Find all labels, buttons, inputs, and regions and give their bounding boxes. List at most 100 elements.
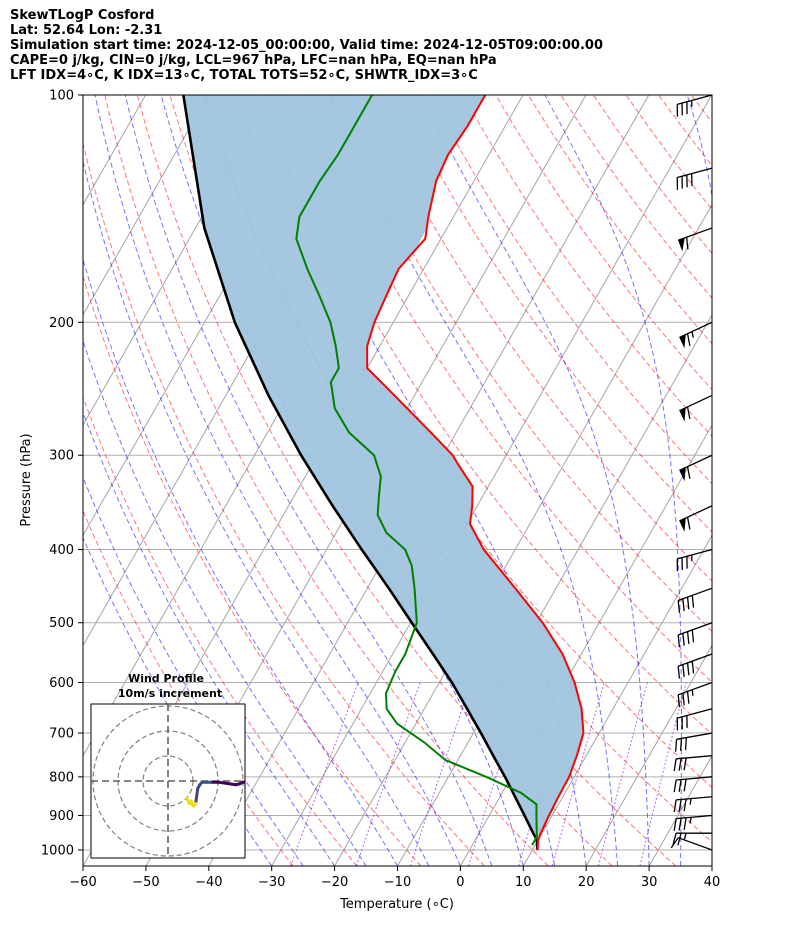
dry-adiabat <box>332 95 712 632</box>
dry-adiabat <box>83 274 422 866</box>
chart-header: SkewTLogP Cosford Lat: 52.64 Lon: -2.31 … <box>10 8 603 83</box>
barb-staff <box>677 622 713 636</box>
barb-full <box>685 237 689 250</box>
barb-flag <box>679 407 686 422</box>
wind-barb <box>677 587 713 613</box>
wind-barb <box>676 94 713 117</box>
y-tick-label: 300 <box>49 449 74 464</box>
wind-barb <box>676 548 713 572</box>
barb-full <box>686 333 691 346</box>
barb-flag <box>679 334 686 349</box>
x-tick-label: −60 <box>69 875 96 890</box>
isotherm <box>83 95 209 316</box>
profile-lines <box>182 95 585 851</box>
cape-indices-text: CAPE=0 j/kg, CIN=0 j/kg, LCL=967 hPa, LF… <box>10 53 497 68</box>
dry-adiabat <box>462 95 712 438</box>
time-text: Simulation start time: 2024-12-05_00:00:… <box>10 38 603 53</box>
dry-adiabat <box>593 95 712 255</box>
wind-barb <box>676 167 713 190</box>
dry-adiabat <box>658 95 712 167</box>
dry-adiabat <box>724 95 794 866</box>
wind-barb <box>673 796 713 813</box>
dewpoint-line <box>295 95 538 846</box>
barb-full <box>673 818 677 831</box>
moist-adiabat <box>686 95 712 866</box>
barb-full <box>677 634 681 648</box>
dry-adiabat <box>430 95 712 485</box>
x-tick-label: 0 <box>456 875 464 890</box>
isotherm <box>522 534 712 866</box>
wind-barb <box>670 837 713 851</box>
isotherm <box>271 95 712 866</box>
x-tick-label: −40 <box>195 875 222 890</box>
y-tick-label: 200 <box>49 316 74 331</box>
x-tick-label: 20 <box>578 875 595 890</box>
dry-adiabat <box>625 95 712 210</box>
wind-barb <box>679 505 713 532</box>
x-tick-label: −10 <box>384 875 411 890</box>
isotherm <box>775 95 794 866</box>
barb-staff <box>679 505 713 522</box>
barb-full <box>678 818 682 831</box>
wind-barb <box>676 708 713 731</box>
wind-barbs <box>670 94 713 851</box>
moist-adiabat <box>124 95 493 866</box>
dry-adiabat <box>299 95 712 683</box>
temperature-line <box>366 95 585 851</box>
barb-full <box>673 799 677 813</box>
dry-adiabat <box>397 95 712 533</box>
y-tick-label: 900 <box>49 809 74 824</box>
barb-full <box>683 817 687 831</box>
moist-adiabat <box>544 95 682 866</box>
barb-full <box>686 597 690 610</box>
y-tick-label: 600 <box>49 676 74 691</box>
isotherm <box>83 95 272 427</box>
chart-title: SkewTLogP Cosford <box>10 8 155 23</box>
barb-full <box>675 739 678 752</box>
y-tick-label: 100 <box>49 89 74 104</box>
barb-full <box>686 662 690 676</box>
hodograph-segment <box>194 787 200 805</box>
barb-flag <box>679 467 686 482</box>
dry-adiabat <box>104 95 549 866</box>
barb-full <box>672 833 677 846</box>
barb-full <box>682 633 685 646</box>
barb-full <box>691 595 695 608</box>
x-tick-label: 10 <box>515 875 532 890</box>
x-tick-label: 30 <box>641 875 658 890</box>
barb-full <box>678 799 682 812</box>
barb-staff <box>679 394 713 412</box>
moist-adiabat <box>83 410 336 866</box>
moist-adiabat <box>329 95 619 866</box>
barb-staff <box>677 227 713 241</box>
y-tick-label: 500 <box>49 616 74 631</box>
wind-barb <box>673 776 713 793</box>
isotherm <box>711 864 712 866</box>
y-axis-label: Pressure (hPa) <box>19 433 34 526</box>
moist-adiabat <box>94 95 461 866</box>
barb-staff <box>677 708 713 719</box>
isotherm <box>83 95 84 96</box>
x-tick-label: −50 <box>132 875 159 890</box>
mixing-ratio-line <box>551 682 605 866</box>
mixing-ratio-line <box>409 682 472 866</box>
barb-staff <box>677 167 713 179</box>
mixing-ratio-line <box>597 682 648 866</box>
dry-adiabat <box>83 395 358 866</box>
wind-barb <box>673 814 713 831</box>
barb-full <box>683 778 687 792</box>
inset-title: Wind Profile <box>128 672 204 685</box>
barb-flag <box>679 518 686 532</box>
y-tick-label: 700 <box>49 727 74 742</box>
inset-subtitle: 10m/s increment <box>118 687 222 700</box>
barb-staff <box>676 732 713 740</box>
mixing-ratio-line <box>639 682 687 866</box>
barb-full <box>677 600 681 613</box>
barb-staff <box>676 755 713 760</box>
location-text: Lat: 52.64 Lon: -2.31 <box>10 23 163 38</box>
barb-full <box>686 406 691 420</box>
parcel-profile-line <box>182 95 539 851</box>
barb-full <box>691 629 695 643</box>
moist-adiabat <box>83 159 430 866</box>
barb-staff <box>679 454 713 472</box>
